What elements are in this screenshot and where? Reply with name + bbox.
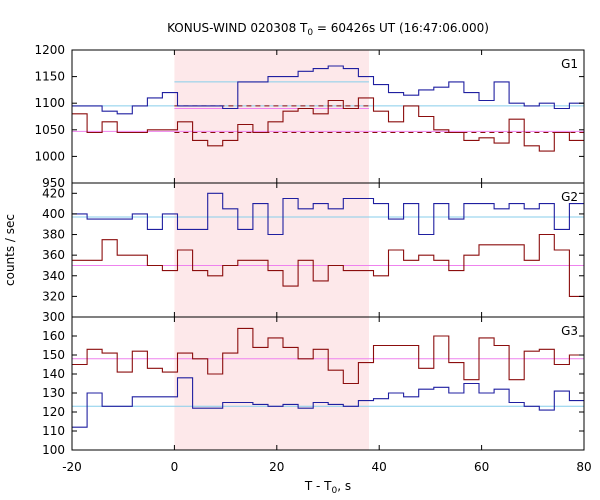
y-tick-label: 420 bbox=[42, 186, 65, 200]
highlight-interval bbox=[174, 50, 369, 450]
y-tick-label: 360 bbox=[42, 248, 65, 262]
y-tick-label: 1050 bbox=[34, 123, 65, 137]
x-tick-label: 60 bbox=[474, 460, 489, 474]
panel-label: G3 bbox=[561, 324, 578, 338]
y-tick-label: 320 bbox=[42, 289, 65, 303]
y-tick-label: 120 bbox=[42, 405, 65, 419]
y-tick-label: 160 bbox=[42, 329, 65, 343]
y-tick-label: 150 bbox=[42, 348, 65, 362]
y-tick-label: 140 bbox=[42, 367, 65, 381]
panel-1-series-2 bbox=[72, 97, 584, 152]
x-tick-label: 20 bbox=[269, 460, 284, 474]
y-tick-label: 950 bbox=[42, 176, 65, 190]
panel-label: G1 bbox=[561, 57, 578, 71]
y-tick-label: 300 bbox=[42, 310, 65, 324]
y-tick-label: 400 bbox=[42, 207, 65, 221]
y-tick-label: 1000 bbox=[34, 149, 65, 163]
y-tick-label: 1150 bbox=[34, 70, 65, 84]
x-axis-title: T - T0, s bbox=[304, 479, 351, 496]
y-tick-label: 340 bbox=[42, 269, 65, 283]
panel-label: G2 bbox=[561, 190, 578, 204]
panel-3-frame bbox=[71, 316, 585, 451]
y-axis-title: counts / sec bbox=[3, 214, 17, 286]
x-tick-label: 0 bbox=[171, 460, 179, 474]
panel-3-series-2 bbox=[72, 327, 584, 385]
x-tick-label: 40 bbox=[372, 460, 387, 474]
y-tick-label: 1100 bbox=[34, 96, 65, 110]
x-tick-label: -20 bbox=[62, 460, 82, 474]
y-tick-label: 110 bbox=[42, 424, 65, 438]
y-tick-label: 1200 bbox=[34, 43, 65, 57]
x-tick-label: 80 bbox=[576, 460, 591, 474]
panel-2-series-2 bbox=[72, 233, 584, 297]
y-tick-label: 130 bbox=[42, 386, 65, 400]
panel-3-series-1 bbox=[72, 377, 584, 428]
plot-area: 95010001050110011501200G1300320340360380… bbox=[34, 43, 591, 474]
panel-2-series-1 bbox=[72, 192, 584, 236]
y-tick-label: 100 bbox=[42, 443, 65, 457]
panel-1-series-1 bbox=[72, 65, 584, 115]
y-tick-label: 380 bbox=[42, 228, 65, 242]
chart-title: KONUS-WIND 020308 T0 = 60426s UT (16:47:… bbox=[167, 21, 489, 38]
